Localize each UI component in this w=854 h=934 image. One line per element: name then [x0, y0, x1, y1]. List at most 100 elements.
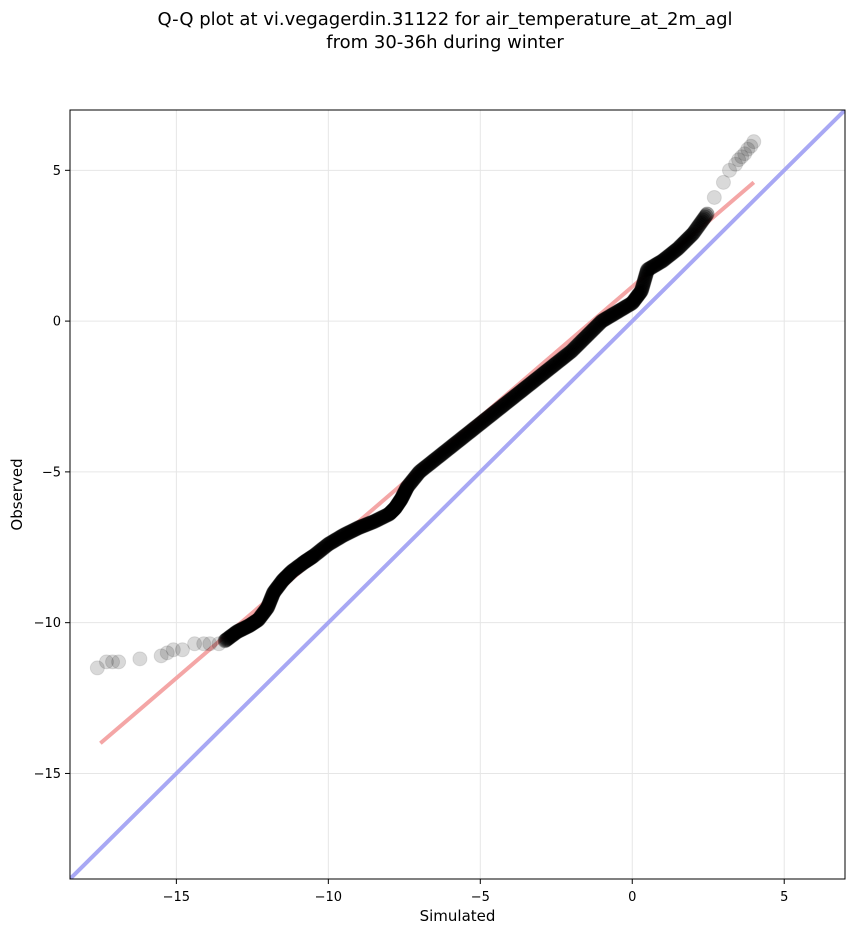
- qq-point: [655, 253, 671, 269]
- qq-point-tail: [165, 642, 181, 658]
- qq-point: [675, 235, 691, 251]
- qq-point: [263, 591, 279, 607]
- qq-point: [578, 329, 594, 345]
- qq-point: [559, 347, 575, 363]
- qq-point: [552, 353, 568, 369]
- qq-point: [512, 384, 528, 400]
- qq-point-tail: [211, 636, 227, 652]
- qq-point: [226, 626, 242, 642]
- qq-point: [394, 489, 410, 505]
- qq-point: [293, 557, 309, 573]
- qq-point: [657, 251, 673, 267]
- qq-point: [385, 502, 401, 518]
- qq-point: [433, 447, 449, 463]
- qq-point: [461, 424, 477, 440]
- qq-point: [560, 346, 576, 362]
- qq-point: [621, 297, 637, 313]
- qq-point: [697, 209, 713, 225]
- qq-point: [229, 624, 245, 640]
- qq-point: [270, 579, 286, 595]
- qq-point: [567, 340, 583, 356]
- axes-frame: [69, 109, 846, 880]
- qq-point: [295, 555, 311, 571]
- qq-point: [392, 492, 408, 508]
- qq-point: [252, 609, 268, 625]
- qq-point: [309, 545, 325, 561]
- qq-point: [380, 507, 396, 523]
- qq-point: [423, 454, 439, 470]
- qq-point-tail: [196, 636, 212, 652]
- qq-point: [540, 362, 556, 378]
- qq-point: [548, 355, 564, 371]
- qq-point: [238, 619, 254, 635]
- qq-point: [267, 583, 283, 599]
- qq-point: [306, 547, 322, 563]
- qq-point: [398, 481, 414, 497]
- qq-point: [283, 565, 299, 581]
- qq-point: [542, 360, 558, 376]
- qq-point: [230, 623, 246, 639]
- qq-point: [420, 457, 436, 473]
- qq-point: [266, 584, 282, 600]
- x-axis-label: Simulated: [420, 907, 496, 925]
- qq-point: [347, 521, 363, 537]
- qq-point: [241, 618, 257, 634]
- qq-point: [611, 303, 627, 319]
- qq-point: [518, 379, 534, 395]
- qq-point: [688, 221, 704, 237]
- qq-point: [530, 370, 546, 386]
- qq-point: [618, 299, 634, 315]
- qq-point: [622, 296, 638, 312]
- qq-point: [635, 278, 651, 294]
- qq-point: [499, 394, 515, 410]
- qq-point: [273, 575, 289, 591]
- qq-point: [253, 608, 269, 624]
- qq-point: [240, 618, 256, 634]
- qq-point: [428, 451, 444, 467]
- qq-point: [243, 617, 259, 633]
- qq-point: [479, 410, 495, 426]
- grid: [70, 110, 845, 879]
- qq-point: [490, 402, 506, 418]
- qq-point: [623, 296, 639, 312]
- qq-point: [566, 341, 582, 357]
- qq-point: [654, 253, 670, 269]
- qq-point: [234, 621, 250, 637]
- qq-point: [336, 527, 352, 543]
- qq-point: [275, 572, 291, 588]
- qq-point: [315, 541, 331, 557]
- qq-point: [300, 552, 316, 568]
- qq-point-tail: [728, 156, 744, 172]
- qq-point: [355, 518, 371, 534]
- qq-point: [571, 336, 587, 352]
- qq-point: [476, 413, 492, 429]
- qq-point: [582, 325, 598, 341]
- qq-point: [388, 499, 404, 515]
- qq-point: [276, 571, 292, 587]
- qq-point: [365, 514, 381, 530]
- qq-point: [509, 386, 525, 402]
- qq-point: [357, 517, 373, 533]
- qq-point: [281, 566, 297, 582]
- qq-point: [445, 437, 461, 453]
- qq-point: [696, 211, 712, 227]
- qq-point: [447, 435, 463, 451]
- qq-point: [254, 606, 270, 622]
- qq-point: [435, 445, 451, 461]
- qq-point-tail: [105, 654, 121, 670]
- qq-point: [398, 482, 414, 498]
- qq-point: [264, 588, 280, 604]
- qq-point: [277, 571, 293, 587]
- qq-point: [460, 425, 476, 441]
- qq-point: [411, 465, 427, 481]
- x-tick-label: −10: [315, 890, 342, 905]
- qq-point: [661, 248, 677, 264]
- qq-point: [463, 423, 479, 439]
- qq-point: [629, 289, 645, 305]
- qq-point: [481, 409, 497, 425]
- qq-point: [406, 470, 422, 486]
- qq-point: [524, 374, 540, 390]
- qq-point: [414, 462, 430, 478]
- qq-point: [681, 230, 697, 246]
